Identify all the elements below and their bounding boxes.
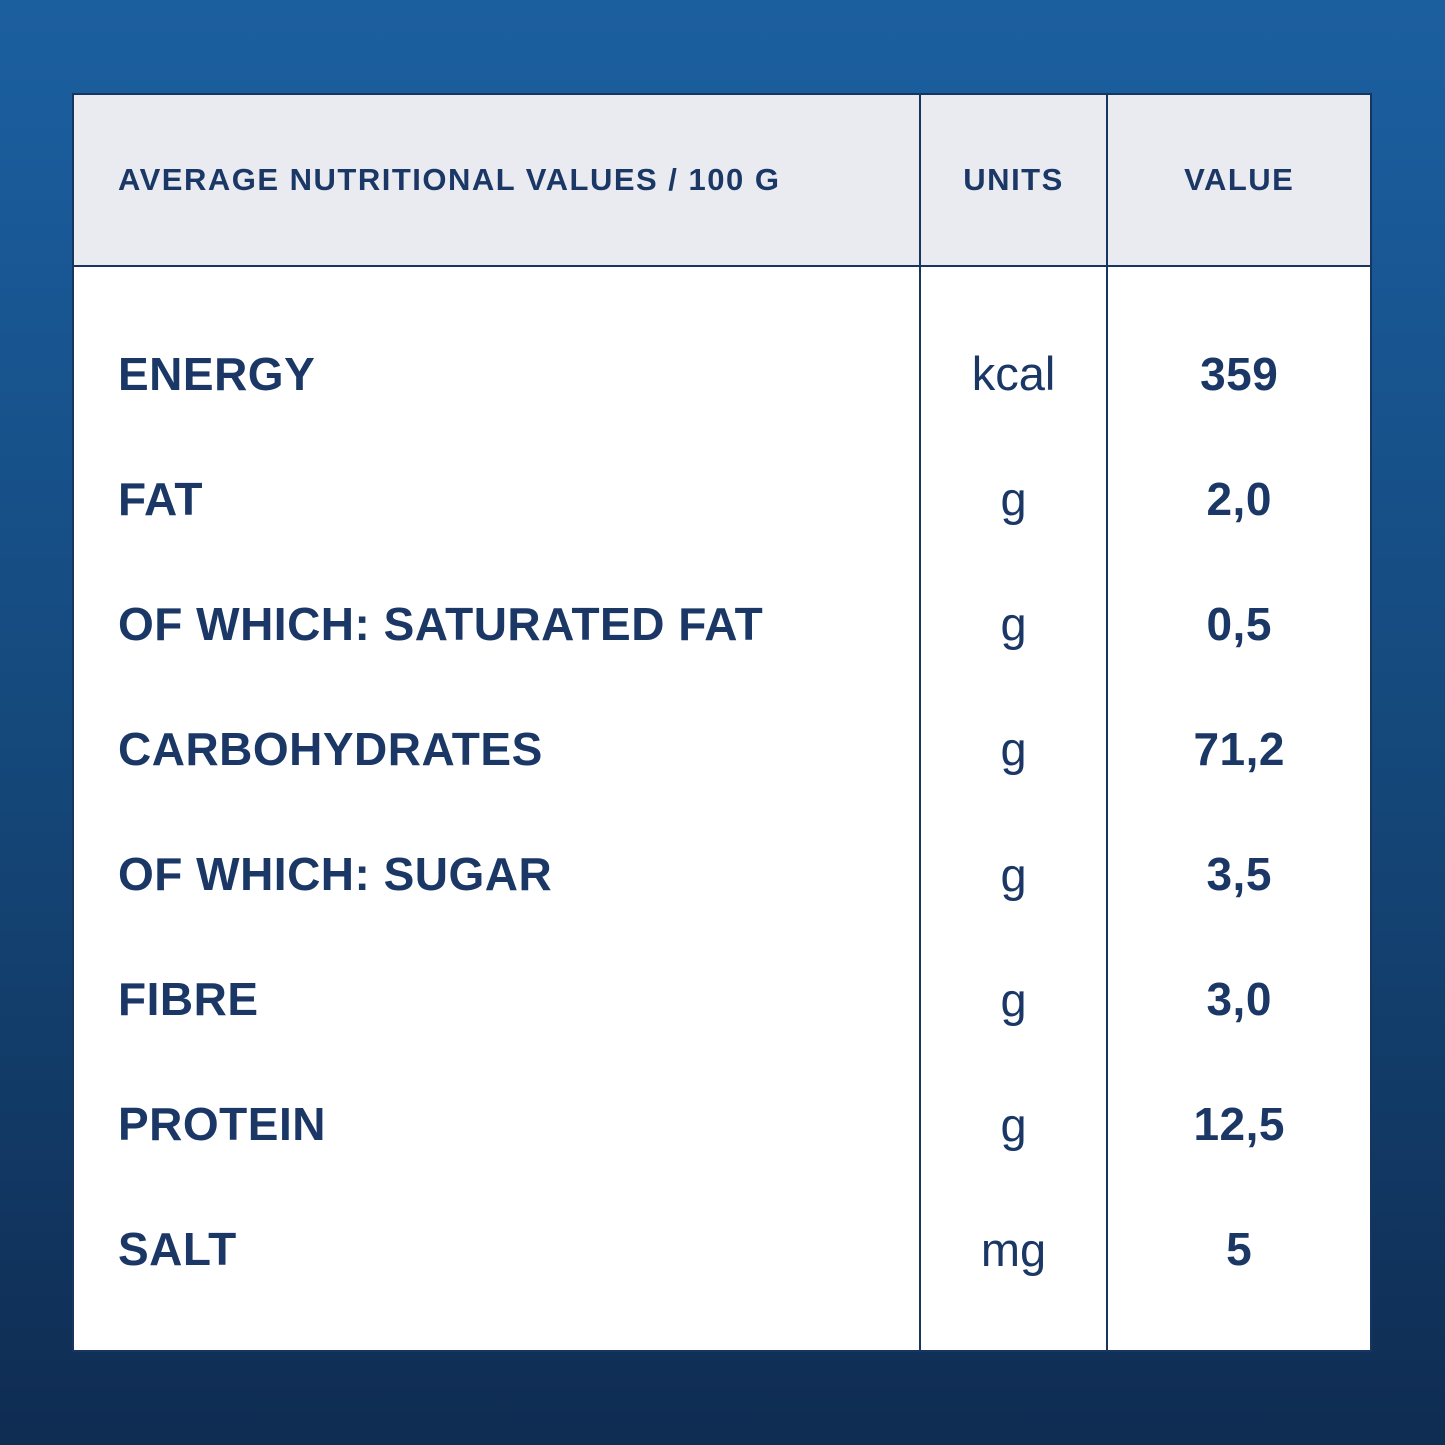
row-unit-fat: g xyxy=(1000,472,1027,526)
row-value-sugar: 3,5 xyxy=(1206,848,1272,901)
row-value-salt: 5 xyxy=(1226,1223,1253,1276)
row-value-energy: 359 xyxy=(1200,347,1279,400)
row-label-fibre: FIBRE xyxy=(118,973,259,1026)
nutrition-table: AVERAGE NUTRITIONAL VALUES / 100 G ENERG… xyxy=(72,93,1372,1352)
row-unit-sugar: g xyxy=(1000,847,1027,901)
row-label-sugar: OF WHICH: SUGAR xyxy=(118,848,553,901)
row-unit-protein: g xyxy=(1000,1097,1027,1151)
row-label-salt: SALT xyxy=(118,1223,237,1276)
column-nutrients: AVERAGE NUTRITIONAL VALUES / 100 G ENERG… xyxy=(74,95,919,1350)
unit-list: kcal g g g g g g mg xyxy=(921,267,1107,1350)
row-unit-salt: mg xyxy=(980,1222,1047,1276)
row-value-protein: 12,5 xyxy=(1193,1098,1285,1151)
row-unit-energy: kcal xyxy=(971,347,1056,401)
value-list: 359 2,0 0,5 71,2 3,5 3,0 12,5 5 xyxy=(1108,267,1370,1350)
row-label-protein: PROTEIN xyxy=(118,1098,326,1151)
row-value-fat: 2,0 xyxy=(1206,472,1272,525)
row-label-energy: ENERGY xyxy=(118,347,316,400)
header-nutrients: AVERAGE NUTRITIONAL VALUES / 100 G xyxy=(74,95,919,267)
row-unit-carbohydrates: g xyxy=(1000,722,1027,776)
column-values: VALUE 359 2,0 0,5 71,2 3,5 3,0 12,5 5 xyxy=(1106,95,1370,1350)
row-value-saturated-fat: 0,5 xyxy=(1206,597,1272,650)
row-unit-saturated-fat: g xyxy=(1000,597,1027,651)
row-value-carbohydrates: 71,2 xyxy=(1193,722,1285,775)
row-label-fat: FAT xyxy=(118,472,203,525)
row-label-saturated-fat: OF WHICH: SATURATED FAT xyxy=(118,597,764,650)
column-units: UNITS kcal g g g g g g mg xyxy=(918,95,1107,1350)
header-units: UNITS xyxy=(920,95,1107,267)
row-value-fibre: 3,0 xyxy=(1206,973,1272,1026)
nutrient-label-list: ENERGY FAT OF WHICH: SATURATED FAT CARBO… xyxy=(74,267,919,1350)
row-unit-fibre: g xyxy=(1000,972,1027,1026)
row-label-carbohydrates: CARBOHYDRATES xyxy=(118,722,543,775)
header-values: VALUE xyxy=(1108,95,1370,267)
